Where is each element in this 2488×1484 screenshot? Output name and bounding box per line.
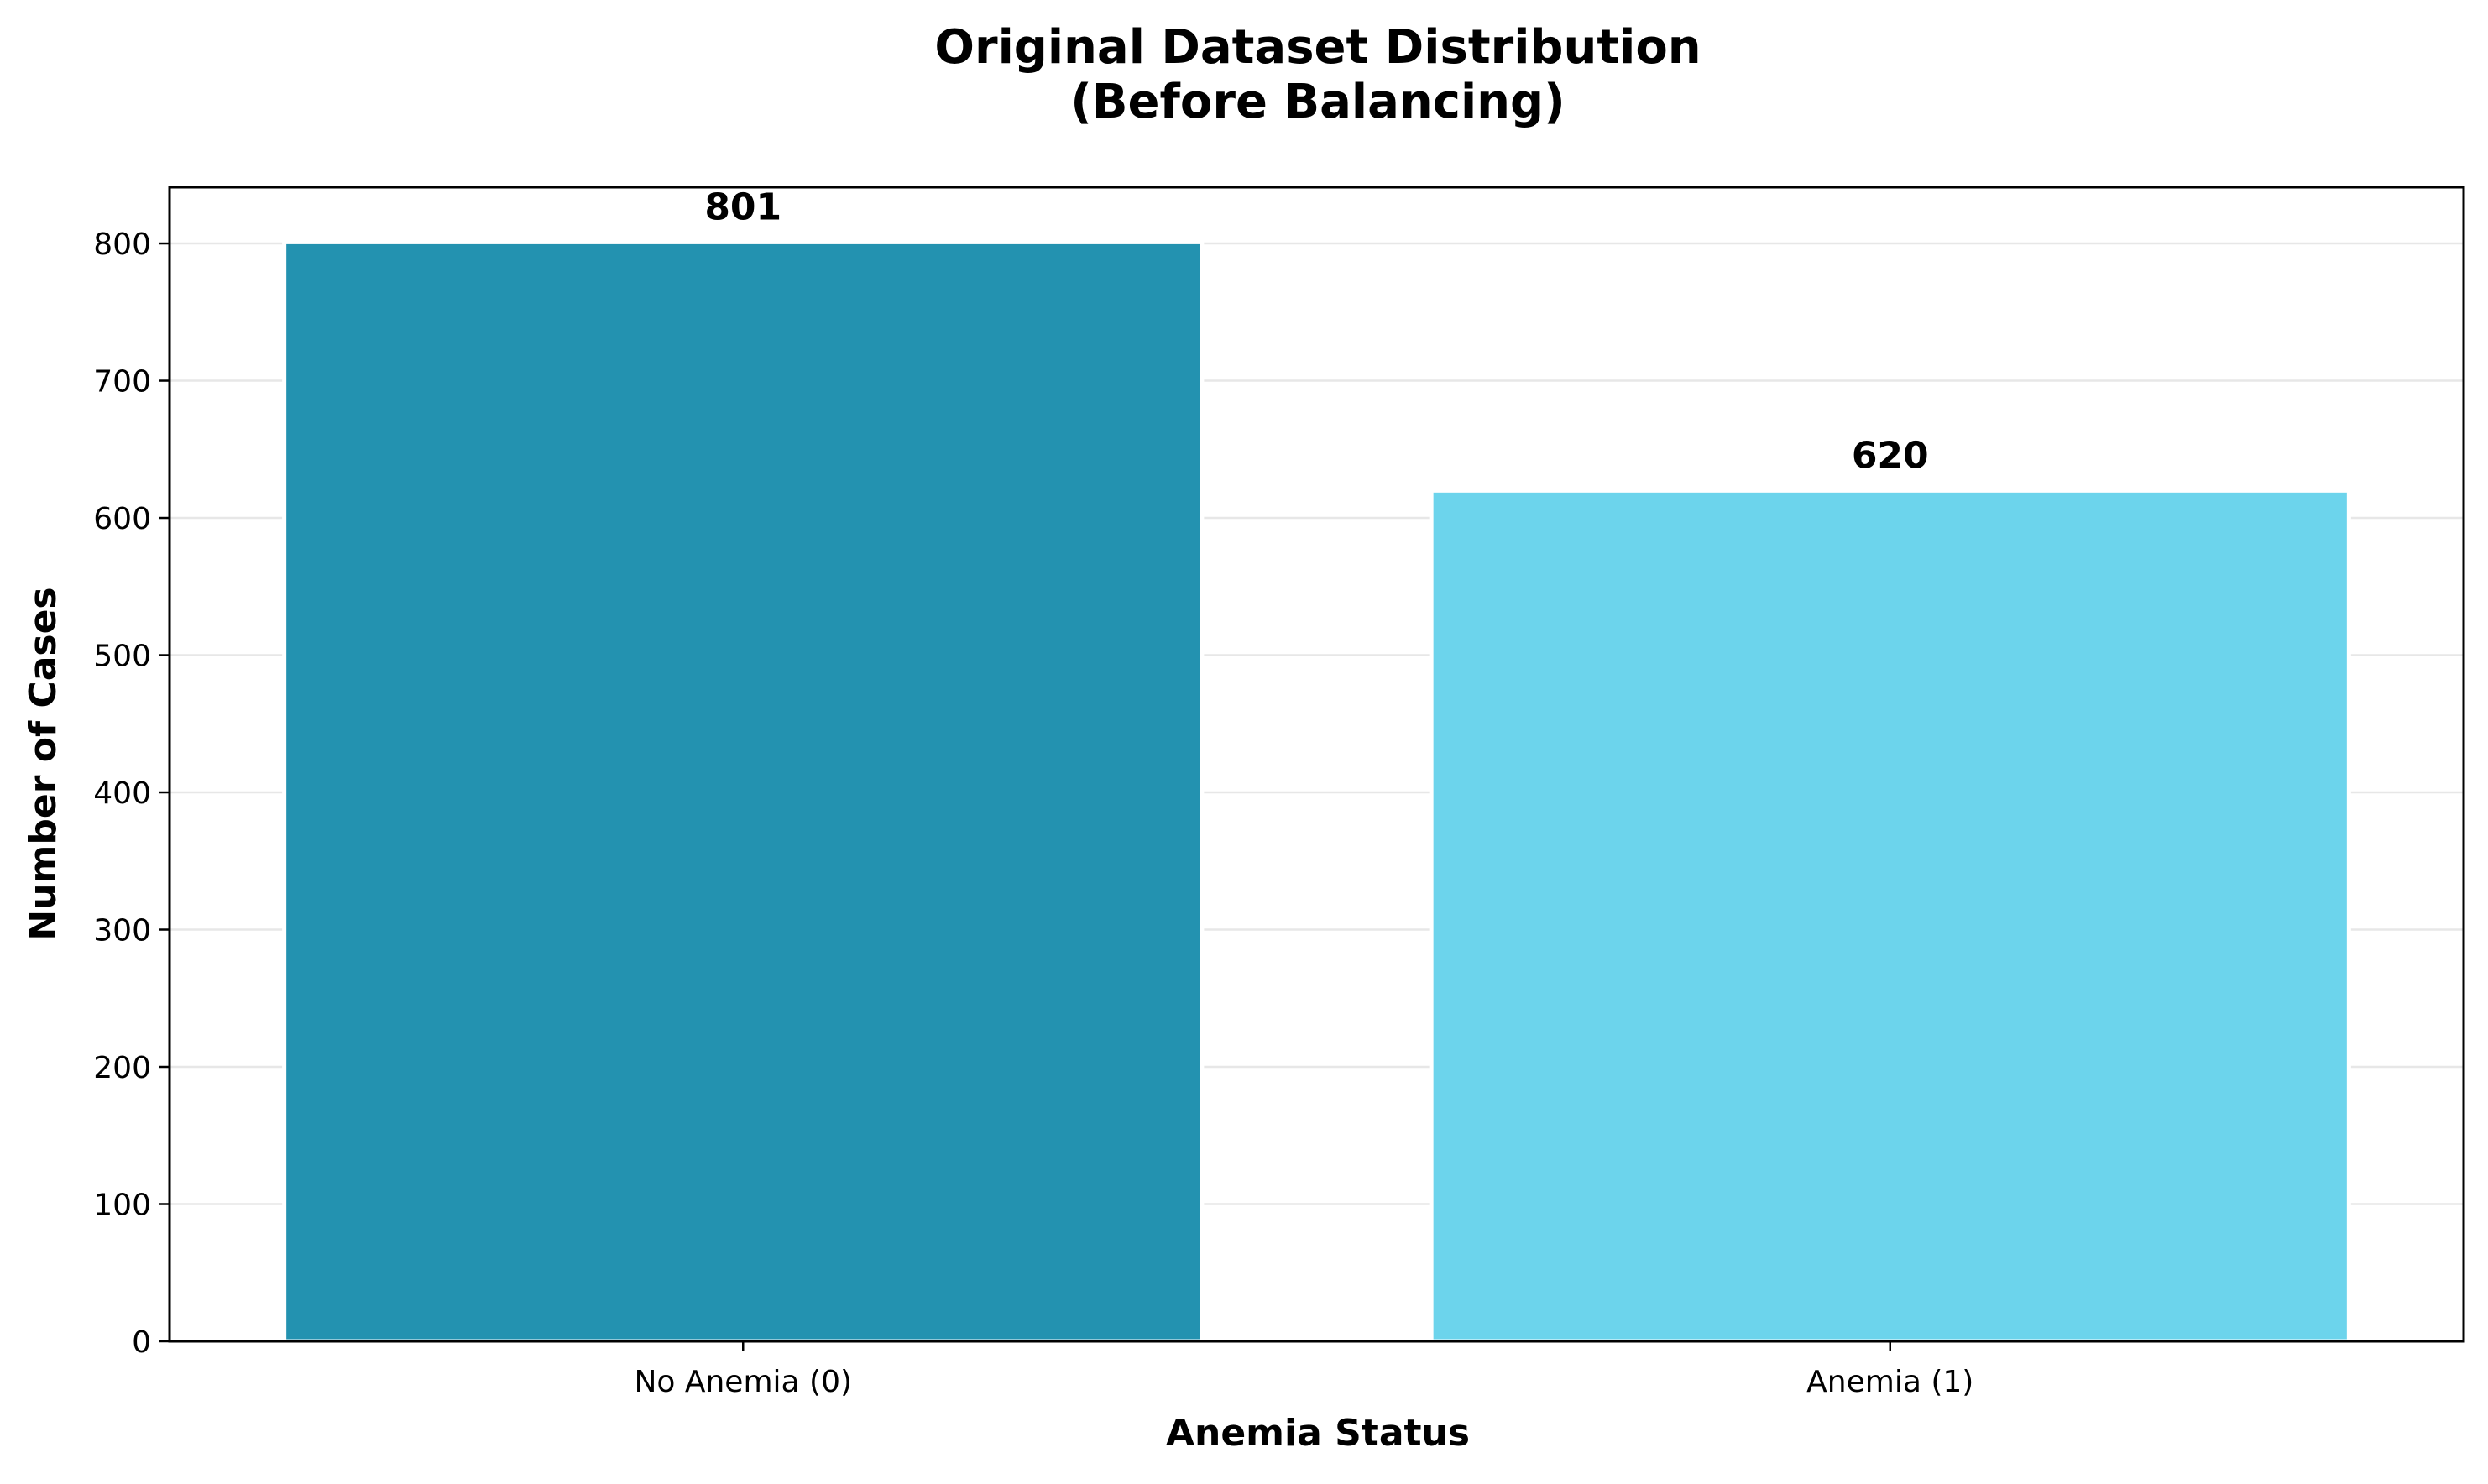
x-tick-label: Anemia (1): [1806, 1365, 1973, 1399]
y-tick-label: 700: [93, 365, 151, 400]
y-tick-label: 0: [132, 1325, 151, 1360]
plot-frame: [168, 186, 2465, 1343]
bar-value-label: 620: [1852, 434, 1929, 477]
bar-value-label: 801: [704, 186, 781, 228]
x-tick-label: No Anemia (0): [634, 1365, 852, 1399]
y-tick-label: 400: [93, 776, 151, 811]
y-tick-label: 100: [93, 1189, 151, 1223]
y-axis-ticks: 0 100 200 300 400 500 600 700 800: [93, 227, 170, 1360]
y-axis-label: Number of Cases: [22, 587, 65, 940]
y-tick-label: 800: [93, 227, 151, 262]
y-tick-label: 200: [93, 1051, 151, 1085]
bar-value-labels: 801 620: [704, 186, 1928, 477]
chart-title: Original Dataset Distribution (Before Ba…: [934, 20, 1701, 129]
y-tick-label: 300: [93, 914, 151, 948]
y-tick-label: 600: [93, 502, 151, 536]
bar: [1429, 488, 2351, 1344]
bars: [282, 239, 2351, 1344]
y-tick-label: 500: [93, 640, 151, 674]
x-axis-ticks: No Anemia (0) Anemia (1): [634, 1341, 1973, 1399]
chart-title-line-2: (Before Balancing): [1070, 75, 1565, 129]
bar: [282, 239, 1205, 1344]
x-axis-label: Anemia Status: [1166, 1412, 1470, 1455]
chart-title-line-1: Original Dataset Distribution: [934, 20, 1701, 75]
